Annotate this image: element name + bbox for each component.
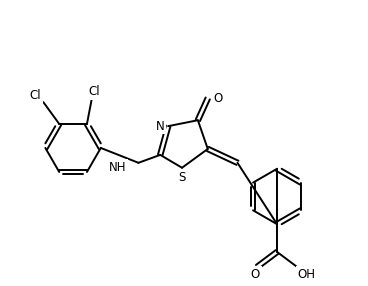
Text: O: O	[251, 268, 260, 281]
Text: OH: OH	[298, 268, 316, 281]
Text: Cl: Cl	[88, 85, 100, 98]
Text: NH: NH	[109, 161, 126, 174]
Text: Cl: Cl	[30, 89, 41, 102]
Text: S: S	[178, 171, 186, 184]
Text: O: O	[213, 92, 222, 105]
Text: N: N	[156, 120, 164, 133]
